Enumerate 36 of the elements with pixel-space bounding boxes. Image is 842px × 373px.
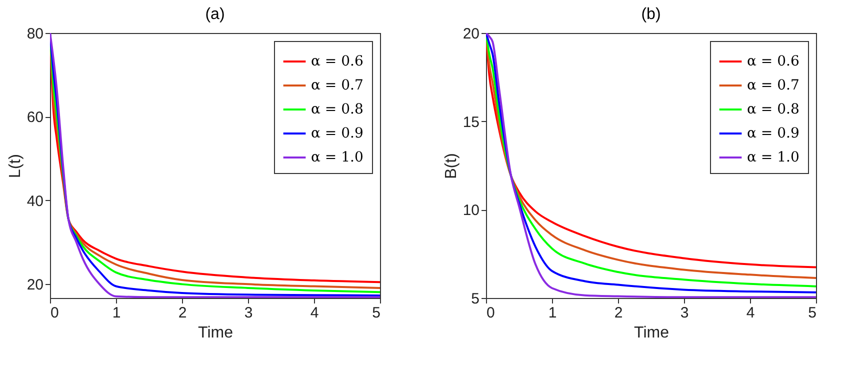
legend-label: α = 0.9 — [311, 126, 364, 142]
legend-label: α = 0.7 — [311, 78, 364, 94]
x-tick-label: 3 — [680, 304, 689, 322]
x-axis-title: Time — [634, 324, 670, 342]
y-axis-title: L(t) — [6, 154, 24, 178]
x-tick-label: 0 — [50, 304, 59, 322]
x-tick-label: 2 — [178, 304, 187, 322]
x-axis-title: Time — [198, 324, 234, 342]
y-tick-label: 60 — [26, 109, 44, 126]
x-tick-label: 5 — [372, 304, 380, 322]
legend-label: α = 0.8 — [747, 102, 800, 118]
x-tick-label: 0 — [486, 304, 495, 322]
x-tick-label: 3 — [244, 304, 253, 322]
legend-label: α = 0.9 — [747, 126, 800, 142]
legend-label: α = 1.0 — [747, 150, 800, 166]
y-tick-label: 20 — [462, 26, 480, 42]
x-tick-label: 1 — [112, 304, 121, 322]
x-tick-label: 1 — [548, 304, 557, 322]
y-axis-title: B(t) — [442, 153, 460, 179]
y-tick-label: 10 — [462, 202, 480, 220]
y-tick-label: 40 — [26, 192, 44, 210]
x-tick-label: 4 — [310, 304, 319, 322]
legend-label: α = 1.0 — [311, 150, 364, 166]
legend-label: α = 0.7 — [747, 78, 800, 94]
chart-title: (b) — [641, 6, 661, 23]
y-tick-label: 15 — [462, 114, 480, 131]
legend-label: α = 0.8 — [311, 102, 364, 118]
x-tick-label: 2 — [614, 304, 623, 322]
y-tick-label: 5 — [471, 290, 480, 308]
legend-label: α = 0.6 — [747, 54, 800, 70]
legend-label: α = 0.6 — [311, 54, 364, 70]
x-tick-label: 5 — [808, 304, 816, 322]
y-tick-label: 20 — [26, 276, 44, 294]
chart-title: (a) — [205, 6, 225, 23]
x-tick-label: 4 — [746, 304, 755, 322]
y-tick-label: 80 — [26, 26, 44, 42]
